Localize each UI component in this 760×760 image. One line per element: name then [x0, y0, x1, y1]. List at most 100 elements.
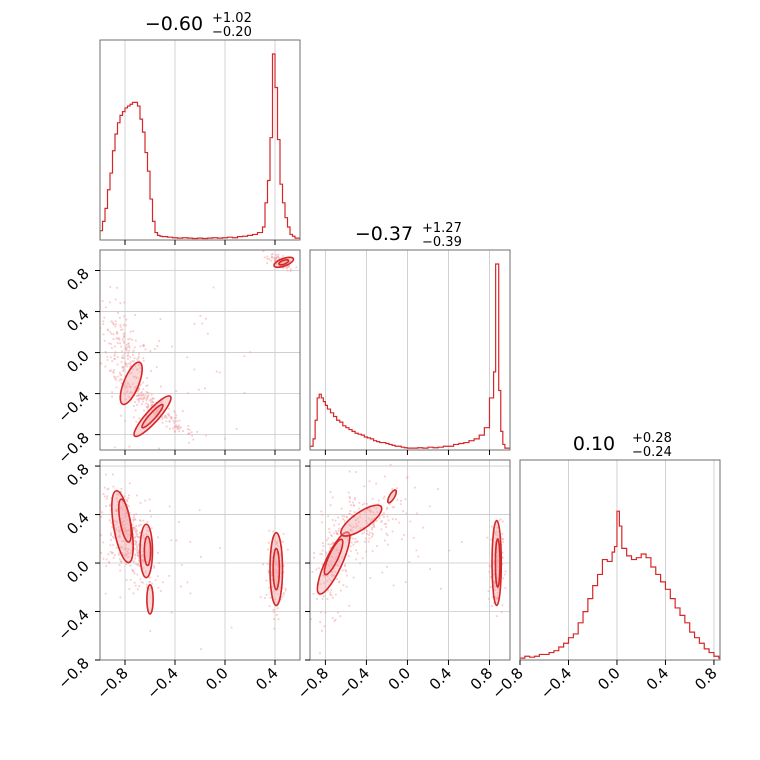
scatter-point	[365, 550, 368, 553]
scatter-point	[417, 555, 420, 558]
scatter-point	[366, 522, 369, 524]
scatter-point	[358, 501, 361, 504]
scatter-point	[497, 597, 500, 600]
scatter-point	[150, 393, 153, 396]
scatter-point	[436, 488, 439, 490]
scatter-point	[107, 553, 110, 556]
scatter-point	[95, 295, 97, 297]
scatter-point	[136, 385, 139, 388]
scatter-point	[151, 583, 153, 585]
scatter-point	[500, 543, 503, 546]
scatter-point	[142, 397, 145, 399]
scatter-point	[335, 530, 337, 533]
scatter-point	[114, 325, 117, 328]
scatter-point	[126, 550, 128, 553]
scatter-point	[321, 563, 324, 566]
scatter-point	[117, 553, 120, 556]
scatter-point	[175, 424, 178, 427]
scatter-point	[272, 548, 275, 551]
scatter-point	[335, 549, 338, 552]
scatter-point	[219, 546, 221, 549]
scatter-point	[193, 322, 196, 325]
scatter-point	[130, 550, 133, 553]
scatter-point	[149, 630, 152, 632]
scatter-point	[372, 523, 375, 526]
scatter-point	[126, 533, 129, 535]
scatter-point	[267, 541, 270, 544]
scatter-point	[142, 519, 145, 522]
scatter-point	[136, 398, 139, 401]
scatter-point	[281, 595, 283, 598]
scatter-point	[325, 552, 328, 555]
panel-frame	[309, 249, 511, 451]
scatter-point	[169, 427, 171, 430]
scatter-point	[496, 534, 499, 537]
scatter-point	[192, 438, 195, 441]
scatter-point	[349, 545, 352, 548]
scatter-point	[367, 540, 370, 543]
scatter-point	[264, 597, 266, 599]
scatter-point	[137, 555, 140, 558]
scatter-point	[495, 596, 498, 599]
scatter-point	[295, 266, 298, 269]
scatter-point	[119, 558, 121, 561]
scatter-point	[343, 515, 346, 518]
param-title-minus: −0.39	[422, 235, 462, 250]
scatter-point	[276, 601, 279, 604]
scatter-point	[355, 541, 358, 543]
scatter-point	[188, 441, 190, 444]
scatter-point	[138, 536, 141, 538]
scatter-point	[85, 369, 87, 371]
scatter-point	[123, 532, 126, 535]
scatter-point	[377, 503, 380, 506]
scatter-point	[341, 556, 343, 559]
scatter-point	[125, 512, 128, 515]
scatter-point	[169, 416, 172, 418]
scatter-point	[162, 409, 165, 411]
scatter-point	[275, 253, 278, 256]
scatter-point	[406, 476, 409, 478]
scatter-point	[146, 384, 149, 387]
scatter-point	[331, 519, 334, 521]
scatter-point	[132, 416, 135, 419]
scatter-point	[496, 598, 499, 600]
scatter-point	[385, 565, 388, 568]
scatter-point	[340, 539, 342, 542]
scatter-point	[134, 314, 137, 316]
scatter-point	[270, 574, 273, 577]
scatter-point	[144, 499, 147, 502]
scatter-point	[135, 542, 137, 544]
scatter-point	[503, 573, 506, 576]
scatter-point	[106, 355, 109, 358]
scatter-point	[496, 591, 499, 594]
scatter-point	[353, 498, 356, 501]
scatter-point	[129, 365, 132, 367]
scatter-point	[270, 563, 273, 566]
scatter-point	[138, 370, 141, 373]
scatter-point	[173, 410, 176, 412]
scatter-point	[279, 586, 282, 589]
x-tick-label: 0.4	[252, 664, 282, 694]
scatter-point	[355, 549, 358, 552]
scatter-point	[142, 550, 145, 553]
scatter-point	[103, 486, 106, 489]
density-contour	[494, 537, 501, 589]
scatter-point	[136, 403, 138, 406]
scatter-point	[354, 519, 357, 522]
x-tick-label: −0.4	[537, 664, 575, 702]
scatter-point	[279, 554, 282, 557]
scatter-point	[178, 419, 181, 422]
y-tick-label: 0.0	[63, 557, 93, 587]
scatter-point	[399, 503, 402, 505]
scatter-point	[350, 504, 353, 507]
scatter-point	[381, 514, 384, 517]
scatter-point	[386, 534, 389, 537]
scatter-point	[364, 540, 366, 543]
scatter-point	[135, 525, 138, 527]
scatter-point	[275, 589, 278, 592]
scatter-point	[348, 470, 351, 473]
scatter-point	[133, 547, 136, 550]
scatter-point	[100, 534, 102, 536]
density-contour	[119, 361, 143, 406]
scatter-point	[119, 529, 122, 531]
